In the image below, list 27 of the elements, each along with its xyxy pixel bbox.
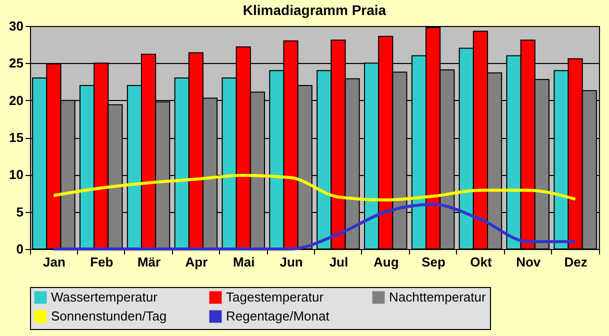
- x-tick-label: Sep: [422, 254, 446, 270]
- x-tick-label: Feb: [90, 254, 114, 270]
- x-tick-label: Jun: [280, 254, 303, 270]
- legend-label: Tagestemperatur: [226, 290, 324, 305]
- y-tick-label: 25: [9, 56, 24, 71]
- y-tick-label: 0: [16, 242, 24, 256]
- x-tick-label: Dez: [564, 254, 588, 270]
- y-tick-label: 20: [9, 92, 24, 108]
- x-tick-label: Nov: [516, 254, 542, 270]
- x-tick-label: Apr: [185, 254, 208, 270]
- legend-label: Regentage/Monat: [226, 308, 330, 324]
- x-tick-label: Jan: [43, 254, 66, 270]
- x-tick-label: Okt: [470, 254, 492, 270]
- legend-label: Nachttemperatur: [389, 290, 486, 305]
- y-tick-label: 30: [9, 18, 24, 34]
- line-series: [52, 202, 577, 250]
- line-series: [52, 174, 577, 202]
- x-tick-label: Jul: [329, 254, 348, 270]
- y-tick-label: 10: [9, 167, 24, 182]
- legend-label: Wassertemperatur: [51, 290, 158, 305]
- x-tick-label: Mai: [233, 254, 255, 270]
- y-tick-label: 15: [9, 130, 24, 145]
- x-tick-label: Mär: [137, 254, 161, 270]
- chart-title: Klimadiagramm Praia: [242, 2, 386, 18]
- y-tick-label: 5: [16, 204, 24, 220]
- x-tick-label: Aug: [373, 254, 399, 270]
- legend-label: Sonnenstunden/Tag: [51, 308, 167, 324]
